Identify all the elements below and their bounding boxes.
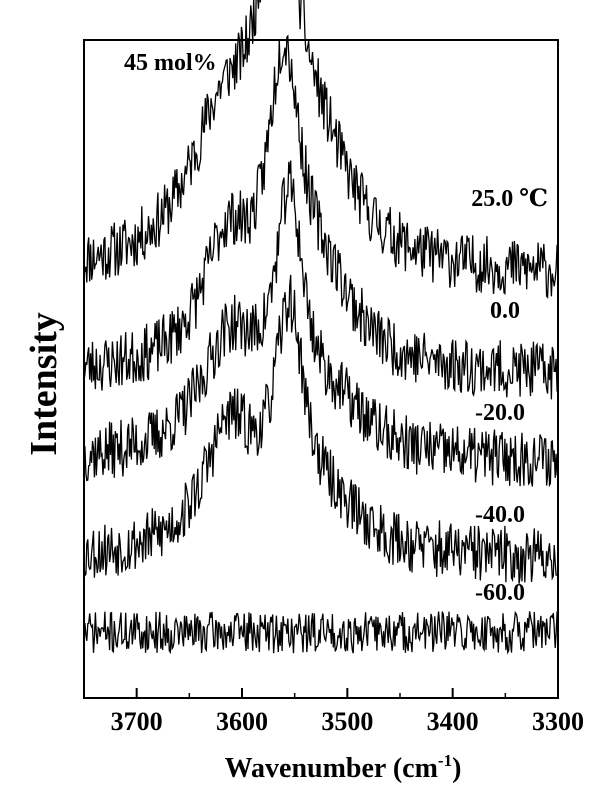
x-axis-ticks: 3700 3600 3500 3400 3300 [83,688,584,736]
spectrum-line [83,34,558,400]
series-label: 0.0 [490,298,520,324]
x-tick-label: 3300 [532,707,584,736]
x-tick-label: 3400 [427,707,479,736]
series-labels: 25.0 ℃ 0.0 -20.0 -40.0 -60.0 [471,186,548,606]
series-label: -40.0 [475,502,525,528]
plot-frame [83,39,559,699]
x-axis-label-superscript: -1 [438,751,452,770]
series-label: 25.0 ℃ [471,186,548,212]
x-axis-label-main: Wavenumber (cm [225,753,438,784]
x-tick-label: 3700 [111,707,163,736]
series-label: -20.0 [475,400,525,426]
spectrum-line [83,274,558,584]
spectrum-line [83,0,558,299]
x-tick-label: 3500 [321,707,373,736]
series-label: -60.0 [475,580,525,606]
x-axis-label: Wavenumber (cm-1) [225,751,462,784]
y-axis-label: Intensity [23,312,65,456]
series-layer [83,0,558,655]
spectrum-line [83,610,558,655]
spectrum-line [83,160,558,488]
x-axis-label-suffix: ) [452,753,461,784]
x-tick-label: 3600 [216,707,268,736]
composition-annotation: 45 mol% [124,50,217,76]
